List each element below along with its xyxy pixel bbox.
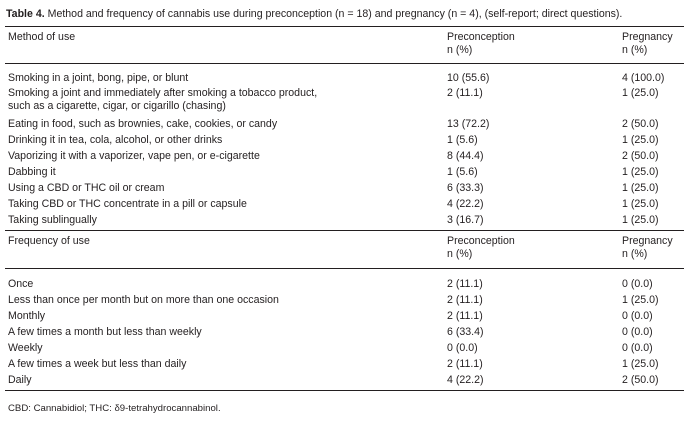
table-footnote: CBD: Cannabidiol; THC: δ9-tetrahydrocann…: [8, 403, 221, 414]
table-caption: Table 4. Method and frequency of cannabi…: [6, 8, 686, 20]
row-pregnancy: 0 (0.0): [622, 342, 653, 354]
row-label: Eating in food, such as brownies, cake, …: [8, 118, 278, 130]
row-preconception: 13 (72.2): [447, 118, 490, 130]
row-preconception: 1 (5.6): [447, 166, 478, 178]
table-caption-label: Table 4.: [6, 8, 45, 20]
frequency-header-label: Frequency of use: [8, 235, 90, 247]
row-preconception: 0 (0.0): [447, 342, 478, 354]
method-header-preconception-unit: n (%): [447, 43, 473, 56]
row-preconception: 4 (22.2): [447, 374, 484, 386]
frequency-header-preconception: Preconception n (%): [447, 235, 515, 260]
row-preconception: 3 (16.7): [447, 214, 484, 226]
method-header-rule: [5, 63, 684, 64]
row-label: Weekly: [8, 342, 43, 354]
row-label: Using a CBD or THC oil or cream: [8, 182, 165, 194]
section-divider-rule: [5, 230, 684, 231]
row-preconception: 10 (55.6): [447, 72, 490, 84]
row-preconception: 2 (11.1): [447, 87, 483, 99]
row-preconception: 6 (33.3): [447, 182, 484, 194]
row-pregnancy: 1 (25.0): [622, 358, 659, 370]
row-pregnancy: 1 (25.0): [622, 134, 659, 146]
row-pregnancy: 1 (25.0): [622, 198, 659, 210]
row-label: Daily: [8, 374, 32, 386]
row-label: Smoking in a joint, bong, pipe, or blunt: [8, 72, 189, 84]
table-caption-text: Method and frequency of cannabis use dur…: [47, 8, 623, 20]
row-pregnancy: 1 (25.0): [622, 294, 659, 306]
method-header-pregnancy-unit: n (%): [622, 43, 648, 56]
row-pregnancy: 1 (25.0): [622, 166, 659, 178]
row-label: Dabbing it: [8, 166, 56, 178]
method-header-preconception: Preconception n (%): [447, 31, 515, 56]
row-preconception: 8 (44.4): [447, 150, 484, 162]
row-pregnancy: 2 (50.0): [622, 374, 659, 386]
row-pregnancy: 0 (0.0): [622, 310, 653, 322]
row-pregnancy: 2 (50.0): [622, 118, 659, 130]
row-pregnancy: 2 (50.0): [622, 150, 659, 162]
row-label: A few times a week but less than daily: [8, 358, 187, 370]
row-label: Less than once per month but on more tha…: [8, 294, 279, 306]
row-preconception: 1 (5.6): [447, 134, 478, 146]
row-label: Drinking it in tea, cola, alcohol, or ot…: [8, 134, 223, 146]
row-label: Taking CBD or THC concentrate in a pill …: [8, 198, 247, 210]
row-preconception: 2 (11.1): [447, 294, 483, 306]
bottom-rule: [5, 390, 684, 391]
row-label: Smoking a joint and immediately after sm…: [8, 87, 318, 99]
frequency-header-pregnancy-title: Pregnancy: [622, 235, 673, 247]
row-preconception: 6 (33.4): [447, 326, 484, 338]
method-header-preconception-title: Preconception: [447, 31, 515, 43]
frequency-header-pregnancy: Pregnancy n (%): [622, 235, 673, 260]
row-label: A few times a month but less than weekly: [8, 326, 202, 338]
row-preconception: 2 (11.1): [447, 310, 483, 322]
row-label: Monthly: [8, 310, 46, 322]
row-label: Vaporizing it with a vaporizer, vape pen…: [8, 150, 260, 162]
row-pregnancy: 1 (25.0): [622, 214, 659, 226]
frequency-header-pregnancy-unit: n (%): [622, 247, 648, 260]
row-preconception: 2 (11.1): [447, 358, 483, 370]
top-rule: [5, 26, 684, 27]
frequency-header-preconception-title: Preconception: [447, 235, 515, 247]
row-pregnancy: 1 (25.0): [622, 182, 659, 194]
row-label-continued: such as a cigarette, cigar, or cigarillo…: [8, 100, 226, 112]
method-header-pregnancy: Pregnancy n (%): [622, 31, 673, 56]
frequency-header-rule: [5, 268, 684, 269]
row-label: Taking sublingually: [8, 214, 97, 226]
row-pregnancy: 0 (0.0): [622, 326, 653, 338]
row-preconception: 4 (22.2): [447, 198, 484, 210]
row-pregnancy: 0 (0.0): [622, 278, 653, 290]
frequency-header-preconception-unit: n (%): [447, 247, 473, 260]
row-preconception: 2 (11.1): [447, 278, 483, 290]
row-pregnancy: 4 (100.0): [622, 72, 665, 84]
row-label: Once: [8, 278, 34, 290]
method-header-pregnancy-title: Pregnancy: [622, 31, 673, 43]
row-pregnancy: 1 (25.0): [622, 87, 659, 99]
method-header-label: Method of use: [8, 31, 76, 43]
